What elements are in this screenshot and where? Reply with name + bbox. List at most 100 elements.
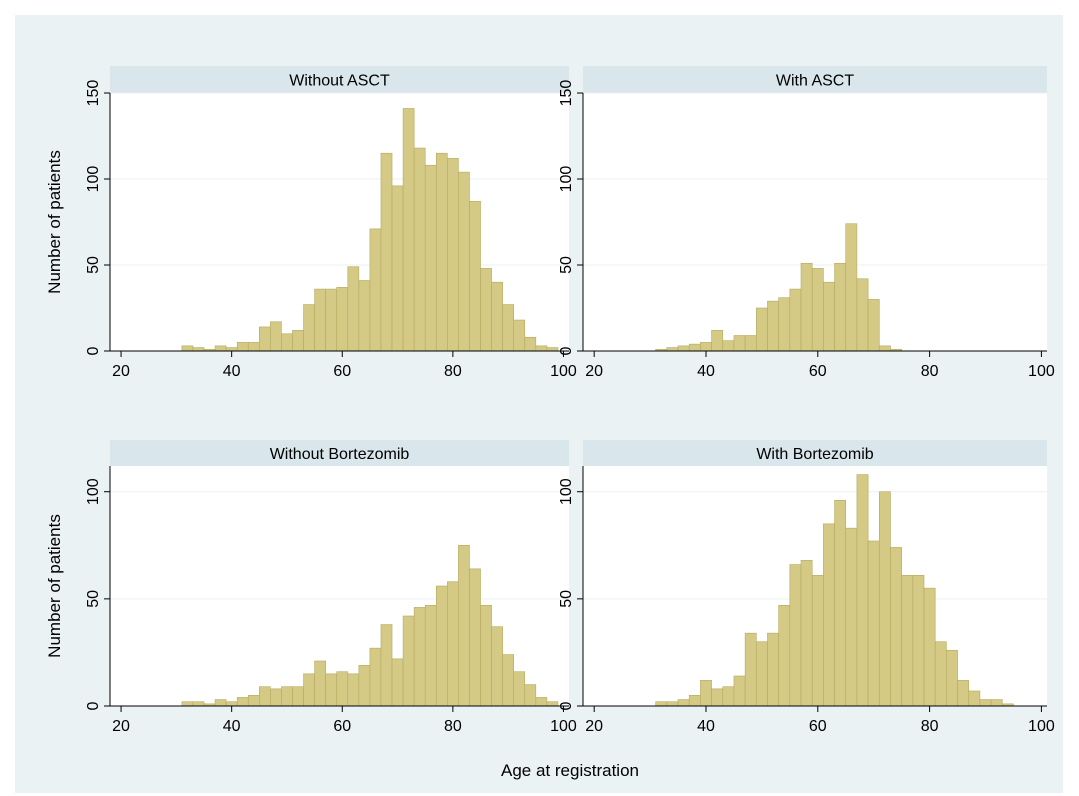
histogram-bar	[912, 574, 925, 707]
panel-title: With Bortezomib	[756, 446, 873, 463]
x-tick-label: 100	[550, 363, 577, 380]
histogram-bar	[402, 108, 415, 352]
x-tick-label: 20	[112, 363, 130, 380]
panel-title: Without ASCT	[289, 73, 390, 90]
histogram-bar	[292, 686, 304, 707]
y-tick-label: 0	[558, 701, 575, 710]
histogram-bar	[314, 288, 326, 352]
histogram-bar	[247, 694, 260, 707]
histogram-bar	[325, 288, 338, 352]
histogram-bar	[700, 679, 712, 707]
histogram-bar	[800, 262, 813, 352]
histogram-bar	[677, 699, 690, 707]
histogram-bar	[979, 699, 992, 707]
histogram-bar	[513, 671, 526, 707]
x-tick-label: 60	[809, 363, 827, 380]
histogram-bar	[303, 673, 315, 707]
x-tick-label: 100	[1028, 718, 1055, 735]
x-tick-label: 20	[585, 363, 603, 380]
panel-title-strip	[110, 440, 569, 466]
histogram-bar	[733, 335, 746, 352]
histogram-bar	[666, 701, 679, 707]
histogram-bar	[856, 278, 869, 352]
histogram-bar	[292, 330, 304, 352]
histogram-bar	[458, 544, 470, 707]
histogram-bar	[867, 540, 880, 707]
panel-title-strip	[110, 66, 569, 93]
histogram-bar	[491, 626, 503, 707]
x-tick-label: 60	[333, 718, 351, 735]
histogram-bar	[535, 697, 548, 707]
y-axis-label: Number of patients	[45, 514, 64, 658]
histogram-bar	[767, 300, 779, 352]
histogram-bar	[369, 228, 382, 352]
x-tick-label: 20	[585, 718, 603, 735]
histogram-bar	[336, 671, 349, 707]
histogram-bar	[502, 654, 514, 707]
histogram-bar	[225, 347, 238, 352]
histogram-bar	[480, 604, 492, 707]
histogram-bar	[778, 297, 791, 352]
histogram-bar	[546, 347, 559, 352]
x-tick-label: 80	[444, 718, 462, 735]
histogram-bar	[823, 523, 835, 707]
x-axis-label: Age at registration	[501, 761, 639, 780]
histogram-bar	[192, 347, 205, 352]
histogram-bar	[236, 342, 249, 352]
histogram-bar	[546, 701, 559, 707]
histogram-bar	[391, 185, 404, 352]
histogram-bar	[722, 340, 735, 352]
histogram-bar	[458, 171, 470, 352]
histogram-bar	[225, 701, 238, 707]
histogram-bar	[744, 335, 757, 352]
histogram-bar	[677, 345, 690, 352]
histogram-bar	[424, 164, 437, 352]
x-tick-label: 80	[444, 363, 462, 380]
histogram-bar	[413, 607, 426, 707]
histogram-bar	[435, 152, 448, 352]
x-tick-label: 40	[223, 363, 241, 380]
y-tick-label: 50	[558, 590, 575, 608]
y-tick-label: 150	[85, 80, 102, 107]
histogram-bar	[655, 701, 668, 707]
histogram-bar	[259, 326, 271, 352]
y-tick-label: 100	[558, 478, 575, 505]
y-tick-label: 0	[558, 346, 575, 355]
histogram-bar	[700, 342, 712, 352]
histogram-bar	[823, 281, 835, 352]
histogram-bar	[270, 321, 282, 352]
histogram-bar	[968, 690, 981, 707]
y-tick-label: 0	[85, 346, 102, 355]
histogram-bar	[934, 641, 947, 707]
histogram-bar	[247, 342, 260, 352]
histogram-bar	[259, 686, 271, 707]
panel-1: Without ASCT 20 40 60 80 100 0 50 100 150 Number o…	[45, 66, 577, 380]
histogram-bar	[946, 649, 958, 707]
histogram-bar	[181, 345, 194, 352]
x-tick-label: 60	[809, 718, 827, 735]
x-tick-label: 100	[550, 718, 577, 735]
histogram-bar	[834, 499, 847, 707]
x-tick-label: 80	[921, 363, 939, 380]
y-tick-label: 100	[85, 166, 102, 193]
panel-title-strip	[583, 440, 1047, 466]
histogram-bar	[214, 699, 227, 707]
x-tick-label: 40	[697, 718, 715, 735]
histogram-bar	[402, 615, 415, 707]
histogram-bar	[502, 304, 514, 352]
histogram-bar	[358, 664, 371, 707]
histogram-bar	[424, 604, 437, 707]
histogram-bar	[413, 147, 426, 352]
panels: Without ASCT 20 40 60 80 100 0 50 100 150 Number o…	[45, 66, 1055, 735]
histogram-bar	[778, 604, 791, 707]
y-tick-label: 100	[558, 166, 575, 193]
histogram-bar	[469, 201, 481, 352]
histogram-bar	[435, 585, 448, 707]
histogram-bar	[845, 527, 858, 707]
y-tick-label: 150	[558, 80, 575, 107]
x-tick-label: 100	[1028, 363, 1055, 380]
histogram-bar	[358, 280, 371, 352]
histogram-bar	[878, 345, 891, 352]
histogram-bar	[181, 701, 194, 707]
histogram-bar	[756, 307, 768, 352]
